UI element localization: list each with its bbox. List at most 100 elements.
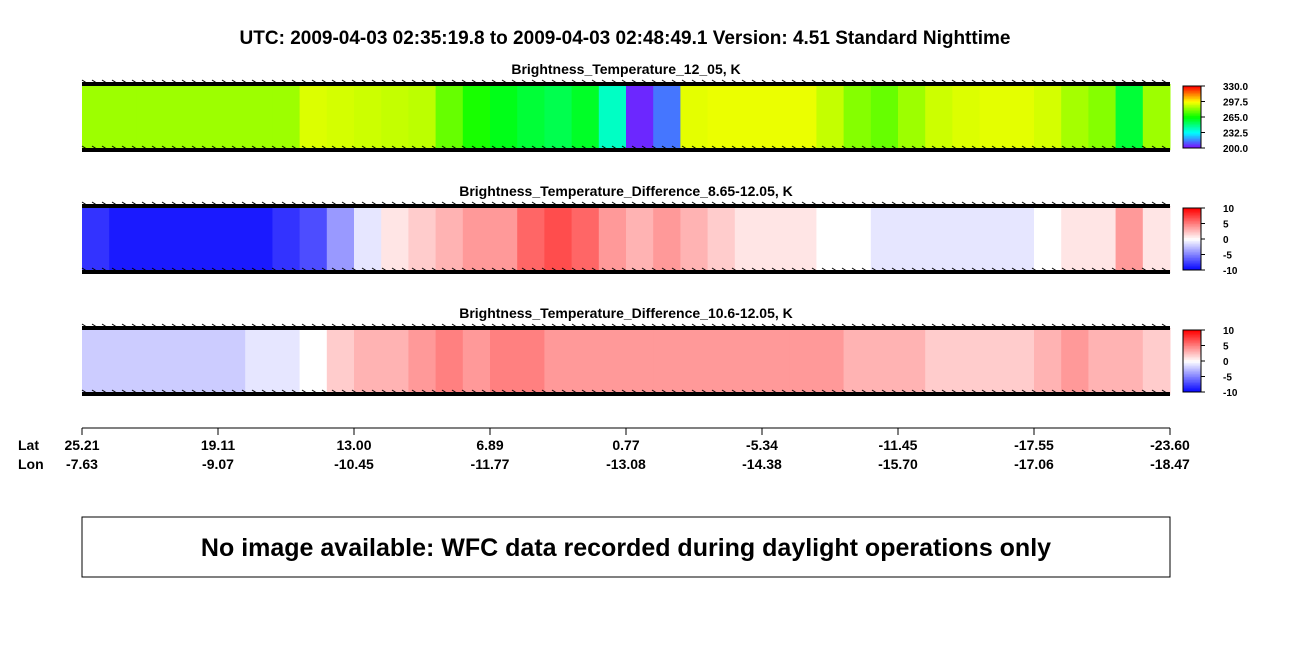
hatch (671, 201, 681, 208)
hatch (1111, 79, 1121, 86)
cell (381, 328, 409, 394)
hatch (1111, 267, 1121, 274)
hatch (791, 323, 801, 330)
hatch (1131, 389, 1141, 396)
hatch (911, 79, 921, 86)
hatch (301, 323, 311, 330)
hatch (681, 145, 691, 152)
hatch (441, 267, 451, 274)
hatch (1001, 201, 1011, 208)
colorbar-cell (1183, 124, 1201, 127)
hatch (211, 79, 221, 86)
hatch (101, 389, 111, 396)
hatch (151, 267, 161, 274)
colorbar-cell (1183, 118, 1201, 121)
hatch (1061, 201, 1071, 208)
cell (1115, 84, 1144, 150)
hatch (1161, 79, 1171, 86)
hatch (781, 323, 791, 330)
hatch (771, 323, 781, 330)
hatch (701, 389, 711, 396)
hatch (561, 145, 571, 152)
hatch (701, 323, 711, 330)
hatch (311, 79, 321, 86)
hatch (171, 323, 181, 330)
hatch (521, 201, 531, 208)
hatch (791, 389, 801, 396)
hatch (831, 145, 841, 152)
hatch (181, 145, 191, 152)
hatch (531, 201, 541, 208)
cell (326, 206, 355, 272)
colorbar-cell (1183, 364, 1201, 367)
cell (354, 328, 382, 394)
hatch (241, 389, 251, 396)
hatch (241, 145, 251, 152)
lon-tick-label: -10.45 (334, 456, 374, 472)
colorbar-cell (1183, 215, 1201, 218)
lat-tick-label: 25.21 (64, 437, 99, 453)
cell (1034, 328, 1062, 394)
hatch (1091, 267, 1101, 274)
hatch (1161, 389, 1171, 396)
hatch (881, 389, 891, 396)
hatch (321, 323, 331, 330)
cell (870, 328, 899, 394)
hatch (611, 323, 621, 330)
hatch (841, 79, 851, 86)
hatch (1021, 201, 1031, 208)
cell (626, 328, 654, 394)
hatch (1121, 389, 1131, 396)
hatch (1051, 389, 1061, 396)
hatch (431, 267, 441, 274)
hatch (731, 389, 741, 396)
hatch (341, 389, 351, 396)
cell (408, 206, 437, 272)
hatch (581, 267, 591, 274)
cell (354, 206, 382, 272)
colorbar-cell (1183, 209, 1201, 212)
hatch (81, 323, 91, 330)
cell (898, 206, 926, 272)
hatch (931, 79, 941, 86)
cell (190, 84, 219, 150)
cell (598, 328, 627, 394)
colorbar-cell (1183, 237, 1201, 240)
hatch (241, 79, 251, 86)
hatch (671, 145, 681, 152)
colorbar-cell (1183, 268, 1201, 271)
hatch (491, 79, 501, 86)
colorbar-cell (1183, 109, 1201, 112)
hatch (1081, 145, 1091, 152)
cell (1006, 328, 1035, 394)
hatch (1101, 79, 1111, 86)
hatch (471, 79, 481, 86)
lon-tick-label: -18.47 (1150, 456, 1190, 472)
scan-edge (82, 270, 1170, 274)
hatch (311, 389, 321, 396)
hatch (1091, 145, 1101, 152)
hatch (361, 389, 371, 396)
hatch (291, 389, 301, 396)
panel-title: Brightness_Temperature_Difference_10.6-1… (459, 305, 793, 321)
hatch (431, 389, 441, 396)
hatch (481, 79, 491, 86)
hatch (591, 389, 601, 396)
hatch (151, 323, 161, 330)
hatch (271, 323, 281, 330)
hatch (1141, 145, 1151, 152)
hatch (581, 79, 591, 86)
cell (435, 328, 464, 394)
cell (979, 84, 1008, 150)
hatch (451, 389, 461, 396)
hatch (881, 323, 891, 330)
cell (299, 84, 328, 150)
hatch (571, 267, 581, 274)
colorbar-cell (1183, 106, 1201, 109)
hatch (391, 267, 401, 274)
scan-edge (82, 82, 1170, 86)
cell (1034, 206, 1062, 272)
hatch (881, 79, 891, 86)
hatch (651, 145, 661, 152)
colorbar-cell (1183, 257, 1201, 260)
